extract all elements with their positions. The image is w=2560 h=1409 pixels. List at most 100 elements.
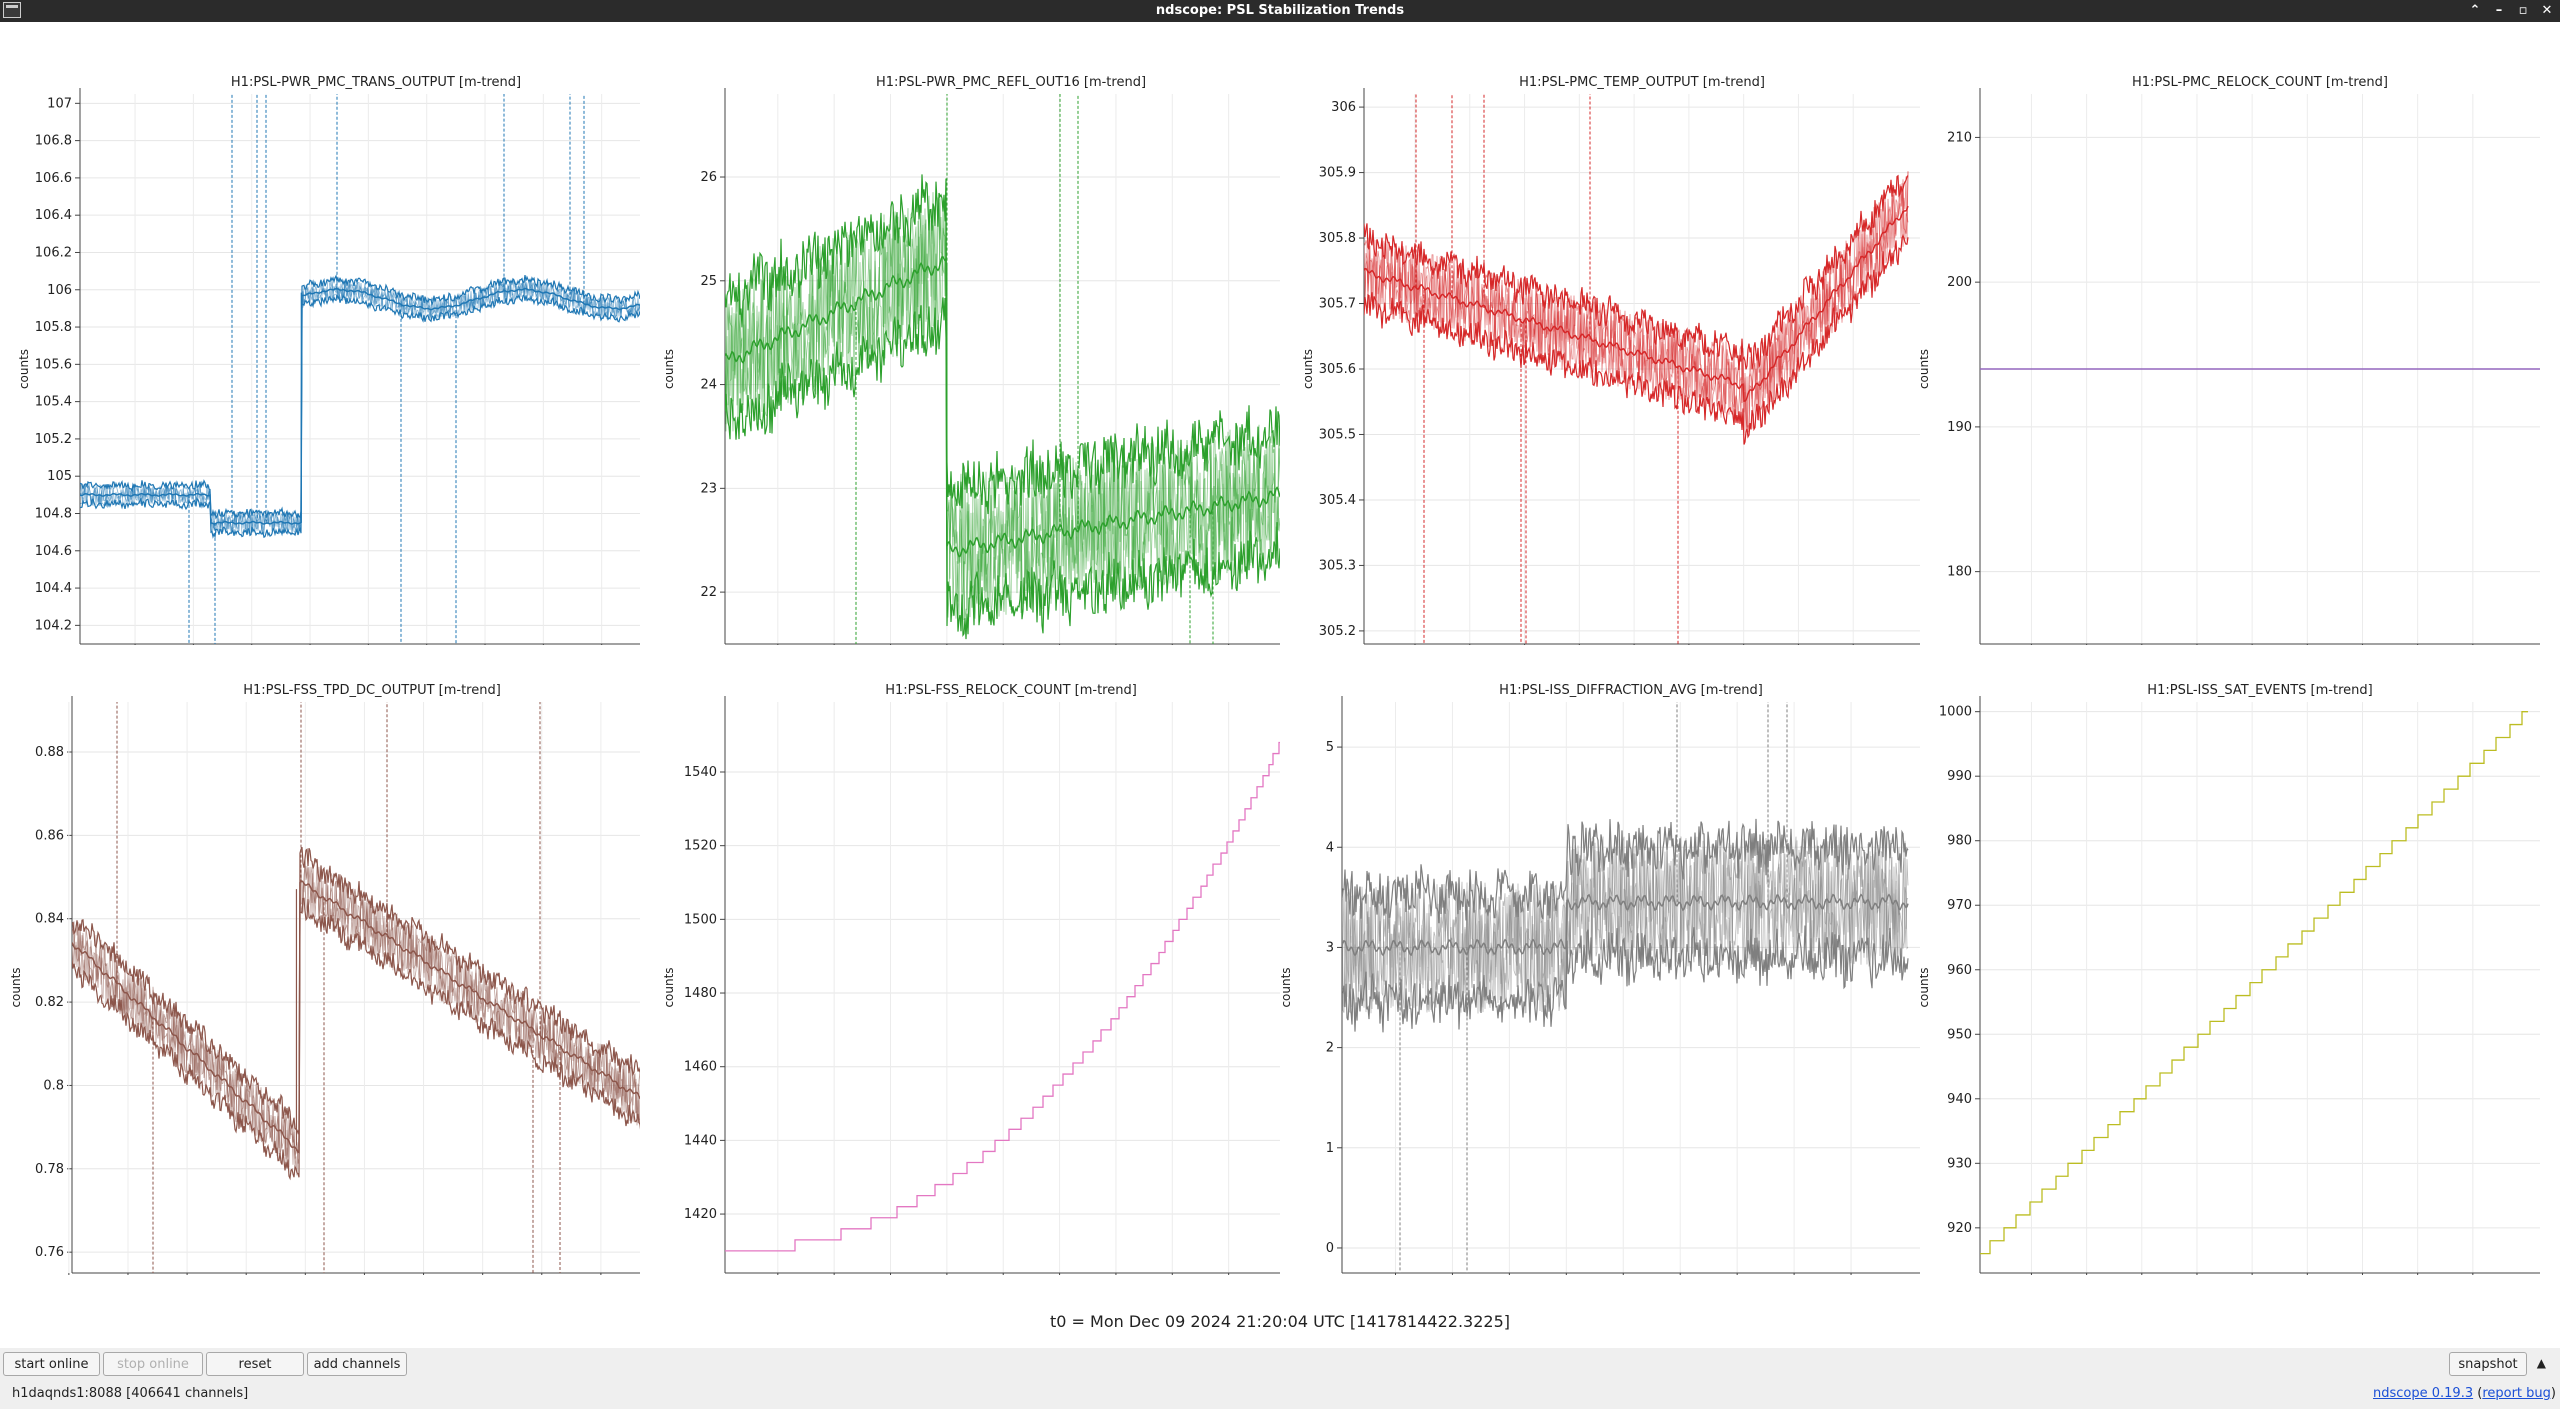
trace-min bbox=[1342, 925, 1909, 1033]
y-tick-label: 106.4 bbox=[35, 208, 72, 223]
y-tick-label: 305.3 bbox=[1319, 558, 1356, 573]
y-axis-label: counts bbox=[9, 967, 23, 1007]
y-tick-label: 0.8 bbox=[43, 1078, 64, 1093]
y-tick-label: 106 bbox=[47, 283, 72, 298]
y-tick-label: 920 bbox=[1947, 1221, 1972, 1236]
plot-panel-1[interactable]: H1:PSL-PWR_PMC_TRANS_OUTPUT [m-trend] cou… bbox=[0, 30, 640, 645]
plot-title: H1:PSL-ISS_DIFFRACTION_AVG [m-trend] bbox=[1499, 683, 1763, 698]
y-tick-label: 980 bbox=[1947, 834, 1972, 849]
y-tick-label: 4 bbox=[1326, 840, 1334, 855]
trace-mean bbox=[72, 880, 640, 1154]
trace-min bbox=[72, 897, 640, 1181]
plot-title: H1:PSL-PMC_TEMP_OUTPUT [m-trend] bbox=[1519, 75, 1765, 90]
trace-mean bbox=[725, 256, 1280, 558]
plot-panel-5[interactable]: H1:PSL-FSS_TPD_DC_OUTPUT [m-trend] counts… bbox=[0, 660, 640, 1275]
collapse-toggle-icon[interactable]: ▲ bbox=[2536, 1356, 2546, 1370]
y-tick-label: 305.9 bbox=[1319, 166, 1356, 181]
y-tick-label: 104.2 bbox=[35, 618, 72, 633]
window-maximize-icon[interactable]: ▫ bbox=[2518, 3, 2528, 18]
window-minimize-icon[interactable]: – bbox=[2495, 3, 2503, 18]
y-tick-label: 1480 bbox=[684, 986, 717, 1001]
window-controls: ⌃ – ▫ ✕ bbox=[2468, 0, 2554, 22]
y-axis-label: counts bbox=[662, 349, 676, 389]
y-tick-label: 106.6 bbox=[35, 171, 72, 186]
plot-panel-8[interactable]: H1:PSL-ISS_SAT_EVENTS [m-trend] counts 100… bbox=[1920, 660, 2560, 1275]
trace-noise bbox=[1342, 836, 1909, 1013]
trace-max bbox=[72, 846, 640, 1135]
y-tick-label: 180 bbox=[1947, 565, 1972, 580]
y-tick-label: 1420 bbox=[684, 1207, 717, 1222]
y-tick-label: 930 bbox=[1947, 1156, 1972, 1171]
plot-title: H1:PSL-FSS_RELOCK_COUNT [m-trend] bbox=[885, 683, 1137, 698]
y-tick-label: 104.4 bbox=[35, 581, 72, 596]
trace-min bbox=[1364, 233, 1909, 445]
trace-7 bbox=[1342, 702, 1909, 1273]
plot-panel-6[interactable]: H1:PSL-FSS_RELOCK_COUNT [m-trend] counts 1… bbox=[640, 660, 1280, 1275]
y-axis-label: counts bbox=[1301, 349, 1315, 389]
y-tick-label: 305.5 bbox=[1319, 427, 1356, 442]
server-address: h1daqnds1:8088 bbox=[12, 1386, 122, 1401]
y-tick-label: 3 bbox=[1326, 940, 1334, 955]
window-shade-icon[interactable]: ⌃ bbox=[2469, 3, 2481, 18]
y-tick-label: 1460 bbox=[684, 1060, 717, 1075]
app-menu-icon[interactable] bbox=[3, 2, 21, 18]
reset-button[interactable]: reset bbox=[206, 1352, 304, 1376]
plot-title: H1:PSL-PWR_PMC_REFL_OUT16 [m-trend] bbox=[876, 75, 1146, 90]
trace-mean bbox=[80, 287, 640, 525]
y-tick-label: 1540 bbox=[684, 765, 717, 780]
plot-panel-2[interactable]: H1:PSL-PWR_PMC_REFL_OUT16 [m-trend] count… bbox=[640, 30, 1280, 645]
y-tick-label: 104.8 bbox=[35, 506, 72, 521]
y-axis-label: counts bbox=[662, 967, 676, 1007]
y-tick-label: 210 bbox=[1947, 130, 1972, 145]
trace-line bbox=[1980, 711, 2528, 1255]
channel-count: [406641 channels] bbox=[126, 1386, 249, 1401]
plot-panel-3[interactable]: H1:PSL-PMC_TEMP_OUTPUT [m-trend] counts 30… bbox=[1280, 30, 1920, 645]
y-axis-label: counts bbox=[1920, 349, 1931, 389]
y-tick-label: 106.8 bbox=[35, 134, 72, 149]
report-bug-link[interactable]: report bug bbox=[2482, 1386, 2551, 1401]
snapshot-button[interactable]: snapshot bbox=[2449, 1352, 2527, 1376]
y-tick-label: 305.7 bbox=[1319, 297, 1356, 312]
y-tick-label: 105.8 bbox=[35, 320, 72, 335]
y-tick-label: 0.82 bbox=[35, 995, 64, 1010]
trace-mean bbox=[1342, 893, 1909, 957]
y-tick-label: 0.88 bbox=[35, 745, 64, 760]
trace-5 bbox=[72, 702, 640, 1273]
plot-title: H1:PSL-PMC_RELOCK_COUNT [m-trend] bbox=[2132, 75, 2388, 90]
y-tick-label: 0.76 bbox=[35, 1245, 64, 1260]
y-tick-label: 190 bbox=[1947, 420, 1972, 435]
window-close-icon[interactable]: ✕ bbox=[2541, 3, 2553, 18]
trace-noise bbox=[1364, 171, 1909, 430]
t0-label: t0 = Mon Dec 09 2024 21:20:04 UTC [14178… bbox=[1050, 1312, 1510, 1331]
add-channels-button[interactable]: add channels bbox=[307, 1352, 407, 1376]
trace-mean bbox=[1364, 205, 1909, 402]
y-tick-label: 306 bbox=[1331, 100, 1356, 115]
y-tick-label: 990 bbox=[1947, 769, 1972, 784]
y-tick-label: 104.6 bbox=[35, 544, 72, 559]
window-title: ndscope: PSL Stabilization Trends bbox=[1155, 3, 1405, 18]
trace-line bbox=[725, 741, 1280, 1252]
y-tick-label: 105.2 bbox=[35, 432, 72, 447]
version-link[interactable]: ndscope 0.19.3 bbox=[2373, 1386, 2474, 1401]
y-axis-label: counts bbox=[1280, 967, 1293, 1007]
y-tick-label: 105 bbox=[47, 469, 72, 484]
plot-panel-7[interactable]: H1:PSL-ISS_DIFFRACTION_AVG [m-trend] coun… bbox=[1280, 660, 1920, 1275]
y-tick-label: 1500 bbox=[684, 912, 717, 927]
window-titlebar: ndscope: PSL Stabilization Trends ⌃ – ▫ … bbox=[0, 0, 2560, 22]
trace-min bbox=[725, 297, 1280, 640]
y-tick-label: 200 bbox=[1947, 275, 1972, 290]
y-tick-label: 1000 bbox=[1939, 705, 1972, 720]
start-online-button[interactable]: start online bbox=[3, 1352, 100, 1376]
trace-1 bbox=[80, 94, 640, 644]
y-axis-label: counts bbox=[17, 349, 31, 389]
y-tick-label: 23 bbox=[700, 481, 717, 496]
trace-8 bbox=[1980, 711, 2528, 1255]
trace-noise bbox=[80, 279, 640, 534]
y-tick-label: 106.2 bbox=[35, 245, 72, 260]
y-tick-label: 305.8 bbox=[1319, 231, 1356, 246]
plot-panel-4[interactable]: H1:PSL-PMC_RELOCK_COUNT [m-trend] counts 2… bbox=[1920, 30, 2560, 645]
y-tick-label: 105.4 bbox=[35, 395, 72, 410]
y-tick-label: 940 bbox=[1947, 1092, 1972, 1107]
stop-online-button[interactable]: stop online bbox=[103, 1352, 203, 1376]
y-tick-label: 970 bbox=[1947, 898, 1972, 913]
